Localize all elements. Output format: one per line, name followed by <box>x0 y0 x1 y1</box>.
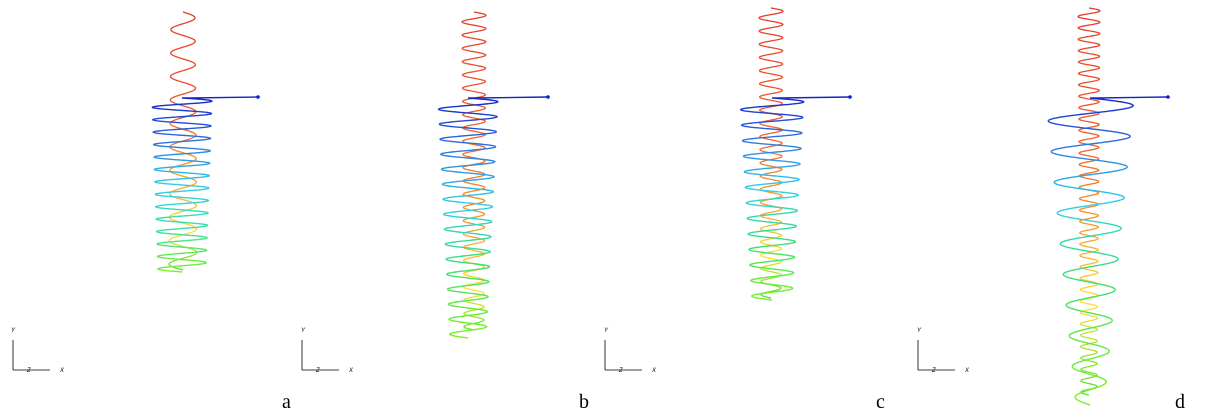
axis-triad-a: Y Z X <box>11 328 65 374</box>
panel-label-c: c <box>876 391 885 413</box>
axis-triad-c: Y Z X <box>604 328 657 374</box>
panel-label-d: d <box>1175 391 1185 413</box>
helix-red-d <box>1077 7 1101 396</box>
axis-y-label-a: Y <box>11 328 16 334</box>
helix-end-marker <box>256 95 260 99</box>
panel-d: Y Z X d <box>917 7 1185 413</box>
panel-label-a: a <box>282 391 291 413</box>
axis-z-label-b: Z <box>315 368 320 374</box>
axis-x-label-b: X <box>348 368 354 374</box>
axis-x-label-a: X <box>59 368 65 374</box>
helix-end-marker <box>1166 95 1170 99</box>
axis-z-label-c: Z <box>618 368 623 374</box>
axis-triad-b: Y Z X <box>301 328 354 374</box>
axis-z-label-d: Z <box>931 368 936 374</box>
helix-blue-c <box>739 95 852 301</box>
axis-y-label-b: Y <box>301 328 306 334</box>
helix-end-marker <box>546 95 550 99</box>
axis-x-label-d: X <box>964 368 970 374</box>
panel-label-b: b <box>579 391 589 413</box>
panel-c: Y Z X c <box>604 7 885 413</box>
axis-y-label-d: Y <box>917 328 922 334</box>
helix-blue-a <box>151 95 260 273</box>
axis-triad-d: Y Z X <box>917 328 970 374</box>
helix-red-b <box>461 11 487 331</box>
panel-b: Y Z X b <box>301 11 589 413</box>
helix-blue-b <box>437 95 550 339</box>
axis-x-label-c: X <box>651 368 657 374</box>
panel-a: Y Z X a <box>11 11 291 413</box>
helix-end-marker <box>848 95 852 99</box>
axis-z-label-a: Z <box>26 368 31 374</box>
axis-y-label-c: Y <box>604 328 609 334</box>
helix-blue-d <box>1047 95 1170 406</box>
